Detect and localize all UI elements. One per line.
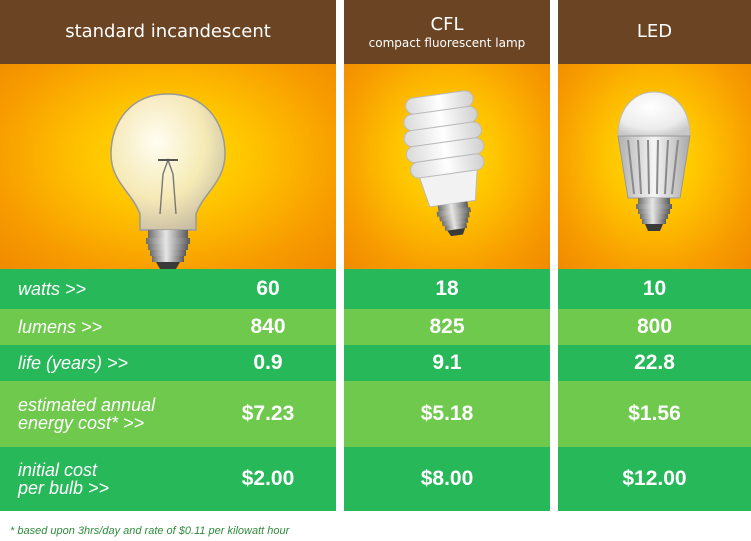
value-watts: 10 xyxy=(642,277,667,300)
value-annual-cost: $1.56 xyxy=(628,402,681,425)
table-row-watts: 10 xyxy=(558,269,751,309)
bulb-image-panel xyxy=(344,64,550,269)
value-watts: 18 xyxy=(435,277,459,300)
column-incandescent: standard incandescent xyxy=(0,0,336,511)
table-row-annual-cost: estimated annual energy cost* >> $7.23 xyxy=(0,381,336,447)
footnote: * based upon 3hrs/day and rate of $0.11 … xyxy=(10,525,290,537)
table-row-annual-cost: $5.18 xyxy=(344,381,550,447)
column-header: CFL compact fluorescent lamp xyxy=(344,0,550,64)
row-label-annual-cost-line2: energy cost* >> xyxy=(18,413,145,433)
value-lumens: 800 xyxy=(636,315,673,338)
value-initial-cost: $2.00 xyxy=(241,467,295,490)
value-annual-cost: $7.23 xyxy=(241,402,295,425)
bulb-image-panel xyxy=(558,64,751,269)
row-label-annual-cost: estimated annual energy cost* >> xyxy=(18,381,218,447)
value-lumens: 825 xyxy=(429,315,465,338)
column-title: CFL xyxy=(430,14,464,35)
table-row-life: life (years) >> 0.9 xyxy=(0,345,336,381)
value-annual-cost: $5.18 xyxy=(420,402,474,425)
column-header: LED xyxy=(558,0,751,64)
value-lumens: 840 xyxy=(250,315,286,338)
table-row-lumens: 800 xyxy=(558,309,751,345)
table-row-annual-cost: $1.56 xyxy=(558,381,751,447)
value-life: 22.8 xyxy=(634,351,675,374)
value-initial-cost: $12.00 xyxy=(622,467,687,490)
row-label-initial-cost: initial cost per bulb >> xyxy=(18,447,218,511)
table-row-watts: 18 xyxy=(344,269,550,309)
table-row-life: 9.1 xyxy=(344,345,550,381)
value-life: 9.1 xyxy=(432,351,462,374)
table-row-initial-cost: $12.00 xyxy=(558,447,751,511)
column-led: LED xyxy=(558,0,751,511)
table-row-lumens: lumens >> 840 xyxy=(0,309,336,345)
row-label-initial-cost-line2: per bulb >> xyxy=(18,478,110,498)
table-row-lumens: 825 xyxy=(344,309,550,345)
incandescent-bulb-icon xyxy=(110,93,226,269)
value-life: 0.9 xyxy=(253,351,283,374)
cfl-bulb-icon xyxy=(403,90,485,237)
column-subtitle: compact fluorescent lamp xyxy=(368,36,526,50)
table-row-watts: watts >> 60 xyxy=(0,269,336,309)
row-label-watts: watts >> xyxy=(18,279,87,299)
row-label-lumens: lumens >> xyxy=(18,317,103,337)
bulb-image-panel xyxy=(0,64,336,269)
row-label-initial-cost-line1: initial cost xyxy=(18,460,98,480)
table-row-life: 22.8 xyxy=(558,345,751,381)
value-watts: 60 xyxy=(256,277,280,300)
led-bulb-icon xyxy=(617,91,691,231)
column-title: LED xyxy=(636,21,673,42)
value-initial-cost: $8.00 xyxy=(420,467,474,490)
table-row-initial-cost: $8.00 xyxy=(344,447,550,511)
column-cfl: CFL compact fluorescent lamp xyxy=(344,0,550,511)
row-label-life: life (years) >> xyxy=(18,353,129,373)
table-row-initial-cost: initial cost per bulb >> $2.00 xyxy=(0,447,336,511)
row-label-annual-cost-line1: estimated annual xyxy=(18,395,156,415)
column-header: standard incandescent xyxy=(0,0,336,64)
column-title: standard incandescent xyxy=(65,21,271,42)
